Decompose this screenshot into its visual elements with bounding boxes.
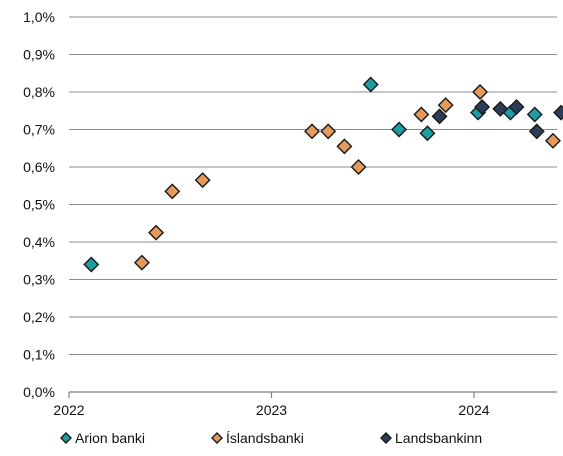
data-point-slandsbanki (437, 97, 454, 114)
axes: 0,0% 0,1% 0,2% 0,3% 0,4% 0,5% 0,6% 0,7% 0,8% 0,9%… (23, 9, 557, 418)
y-tick-label: 1,0% (23, 9, 55, 25)
legend-label: Íslandsbanki (226, 430, 304, 446)
data-point-slandsbanki (133, 254, 150, 271)
y-tick-label: 0,3% (23, 272, 55, 288)
legend-marker (380, 432, 392, 444)
data-point-arion-banki (362, 76, 379, 93)
legend-label: Landsbankinn (395, 430, 482, 446)
data-point-landsbankinn (431, 108, 448, 125)
gridlines (69, 16, 557, 355)
data-point-slandsbanki (472, 84, 489, 100)
data-point-slandsbanki (304, 123, 320, 140)
data-point-landsbankinn (508, 99, 525, 115)
data-point-arion-banki (419, 125, 436, 142)
y-tick-label: 0,4% (23, 234, 55, 250)
data-point-landsbankinn (474, 99, 491, 115)
data-point-landsbankinn (553, 104, 563, 121)
legend: Arion banki Íslandsbanki Landsbankinn (60, 430, 482, 446)
y-tick-label: 0,7% (23, 122, 55, 138)
y-tick-label: 0,5% (23, 197, 55, 213)
y-tick-label: 0,0% (23, 384, 55, 400)
data-point-slandsbanki (336, 138, 353, 155)
y-tick-label: 0,8% (23, 84, 55, 100)
x-tick-label: 2023 (256, 402, 287, 418)
data-point-slandsbanki (544, 132, 561, 149)
data-point-slandsbanki (350, 159, 367, 175)
data-point-arion-banki (526, 106, 543, 123)
data-point-slandsbanki (194, 172, 211, 189)
data-point-slandsbanki (413, 106, 430, 123)
data-point-slandsbanki (320, 123, 337, 140)
data-point-slandsbanki (148, 224, 165, 241)
x-tick-label: 2022 (53, 402, 84, 418)
data-point-landsbankinn (492, 100, 509, 117)
legend-marker (211, 432, 223, 444)
data-point-arion-banki (83, 256, 100, 273)
y-tick-label: 0,2% (23, 309, 55, 325)
legend-label: Arion banki (75, 430, 145, 446)
data-point-slandsbanki (164, 183, 181, 200)
x-tick-label: 2024 (458, 402, 489, 418)
data-points (83, 76, 563, 273)
y-tick-label: 0,6% (23, 159, 55, 175)
legend-marker (60, 432, 72, 444)
data-point-landsbankinn (528, 123, 545, 140)
y-tick-label: 0,1% (23, 347, 55, 363)
y-tick-label: 0,9% (23, 47, 55, 63)
data-point-arion-banki (391, 121, 408, 138)
